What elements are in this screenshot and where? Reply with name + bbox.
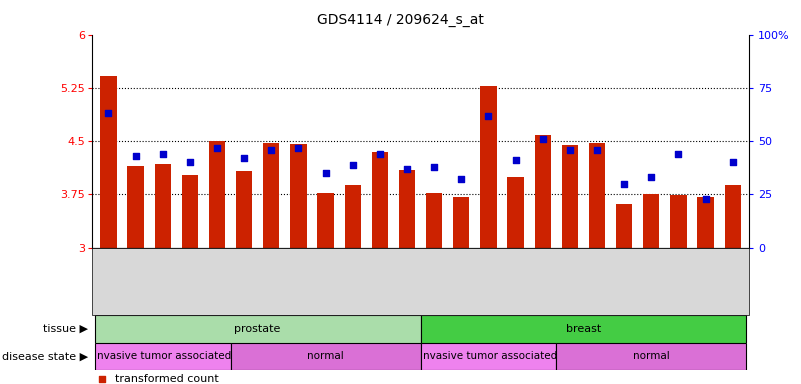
Text: normal: normal bbox=[633, 351, 670, 361]
Bar bbox=[562, 145, 578, 248]
Bar bbox=[372, 152, 388, 248]
Bar bbox=[421, 343, 556, 370]
Point bbox=[319, 170, 332, 176]
Text: prostate: prostate bbox=[235, 324, 281, 334]
Bar bbox=[231, 343, 421, 370]
Text: breast: breast bbox=[566, 324, 601, 334]
Bar bbox=[317, 193, 334, 248]
Point bbox=[211, 144, 223, 151]
Bar bbox=[453, 197, 469, 248]
Point bbox=[590, 147, 603, 153]
Text: normal: normal bbox=[307, 351, 344, 361]
Point bbox=[373, 151, 386, 157]
Bar bbox=[426, 193, 442, 248]
Bar bbox=[556, 343, 747, 370]
Point bbox=[238, 155, 251, 161]
Point bbox=[618, 181, 630, 187]
Bar bbox=[589, 142, 605, 248]
Text: invasive tumor associated: invasive tumor associated bbox=[94, 351, 231, 361]
Bar bbox=[643, 194, 659, 248]
Point bbox=[455, 176, 468, 182]
Bar bbox=[698, 197, 714, 248]
Bar bbox=[290, 144, 307, 248]
Point bbox=[509, 157, 522, 163]
Point bbox=[95, 376, 108, 382]
Text: disease state ▶: disease state ▶ bbox=[2, 351, 88, 361]
Point bbox=[183, 159, 196, 166]
Bar bbox=[182, 175, 198, 248]
Bar bbox=[507, 177, 524, 248]
Bar bbox=[534, 136, 551, 248]
Point bbox=[292, 144, 305, 151]
Text: invasive tumor associated: invasive tumor associated bbox=[420, 351, 557, 361]
Point bbox=[129, 153, 142, 159]
Point bbox=[428, 164, 441, 170]
Point bbox=[645, 174, 658, 180]
Point bbox=[563, 147, 576, 153]
Bar bbox=[725, 185, 741, 248]
Point bbox=[727, 159, 739, 166]
Bar bbox=[344, 185, 360, 248]
Bar bbox=[236, 171, 252, 248]
Text: GDS4114 / 209624_s_at: GDS4114 / 209624_s_at bbox=[317, 13, 484, 27]
Bar bbox=[155, 164, 171, 248]
Bar bbox=[670, 195, 686, 248]
Point bbox=[346, 162, 359, 168]
Bar bbox=[481, 86, 497, 248]
Point bbox=[699, 195, 712, 202]
Bar bbox=[127, 166, 143, 248]
Point bbox=[102, 110, 115, 116]
Bar bbox=[95, 343, 231, 370]
Text: tissue ▶: tissue ▶ bbox=[43, 324, 88, 334]
Bar bbox=[399, 170, 415, 248]
Point bbox=[400, 166, 413, 172]
Bar bbox=[263, 143, 280, 248]
Point bbox=[672, 151, 685, 157]
Point bbox=[536, 136, 549, 142]
Point bbox=[265, 147, 278, 153]
Point bbox=[156, 151, 169, 157]
Bar bbox=[95, 315, 421, 343]
Bar bbox=[616, 204, 632, 248]
Bar bbox=[100, 76, 116, 248]
Point bbox=[482, 113, 495, 119]
Text: transformed count: transformed count bbox=[115, 374, 219, 384]
Bar bbox=[209, 141, 225, 248]
Bar bbox=[421, 315, 747, 343]
